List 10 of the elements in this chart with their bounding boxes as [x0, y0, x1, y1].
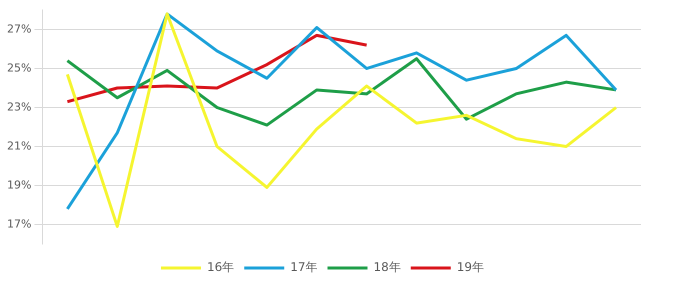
- legend-label: 19年: [456, 260, 484, 274]
- y-tick-label: 23%: [6, 100, 32, 114]
- y-tick-label: 17%: [6, 217, 32, 230]
- legend-label: 18年: [374, 260, 401, 274]
- legend-label: 16年: [206, 260, 234, 274]
- y-tick-label: 25%: [6, 61, 32, 74]
- y-tick-label: 21%: [6, 139, 32, 152]
- y-tick-label: 19%: [6, 178, 32, 192]
- legend-label: 17年: [290, 260, 318, 274]
- y-tick-label: 27%: [6, 22, 32, 36]
